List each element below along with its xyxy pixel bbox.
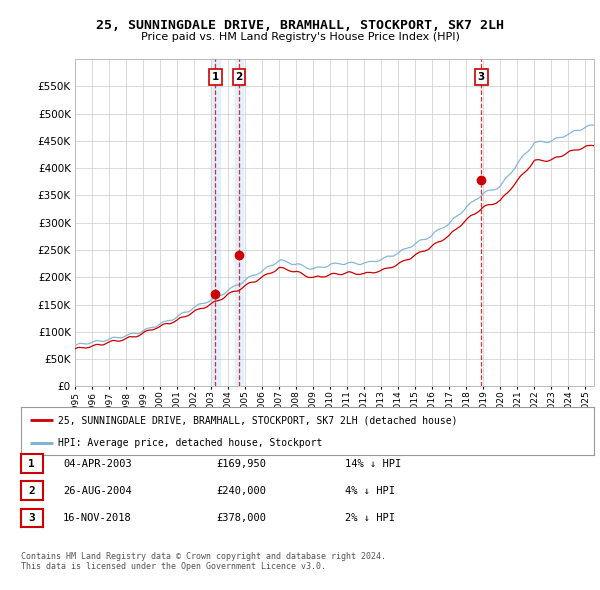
Text: £169,950: £169,950 xyxy=(216,459,266,468)
Text: Price paid vs. HM Land Registry's House Price Index (HPI): Price paid vs. HM Land Registry's House … xyxy=(140,32,460,42)
Text: 2: 2 xyxy=(236,72,243,82)
Text: 1: 1 xyxy=(28,459,35,468)
Text: £240,000: £240,000 xyxy=(216,486,266,496)
Text: 16-NOV-2018: 16-NOV-2018 xyxy=(63,513,132,523)
Text: 4% ↓ HPI: 4% ↓ HPI xyxy=(345,486,395,496)
Text: 14% ↓ HPI: 14% ↓ HPI xyxy=(345,459,401,468)
Text: 25, SUNNINGDALE DRIVE, BRAMHALL, STOCKPORT, SK7 2LH (detached house): 25, SUNNINGDALE DRIVE, BRAMHALL, STOCKPO… xyxy=(58,415,458,425)
Text: 25, SUNNINGDALE DRIVE, BRAMHALL, STOCKPORT, SK7 2LH: 25, SUNNINGDALE DRIVE, BRAMHALL, STOCKPO… xyxy=(96,19,504,32)
Text: 1: 1 xyxy=(212,72,219,82)
Text: HPI: Average price, detached house, Stockport: HPI: Average price, detached house, Stoc… xyxy=(58,438,323,448)
Text: £378,000: £378,000 xyxy=(216,513,266,523)
Bar xyxy=(211,59,220,386)
Text: Contains HM Land Registry data © Crown copyright and database right 2024.
This d: Contains HM Land Registry data © Crown c… xyxy=(21,552,386,571)
Text: 3: 3 xyxy=(28,513,35,523)
Text: 2: 2 xyxy=(28,486,35,496)
Text: 2% ↓ HPI: 2% ↓ HPI xyxy=(345,513,395,523)
Bar xyxy=(235,59,244,386)
Text: 3: 3 xyxy=(478,72,485,82)
Text: 26-AUG-2004: 26-AUG-2004 xyxy=(63,486,132,496)
Text: 04-APR-2003: 04-APR-2003 xyxy=(63,459,132,468)
